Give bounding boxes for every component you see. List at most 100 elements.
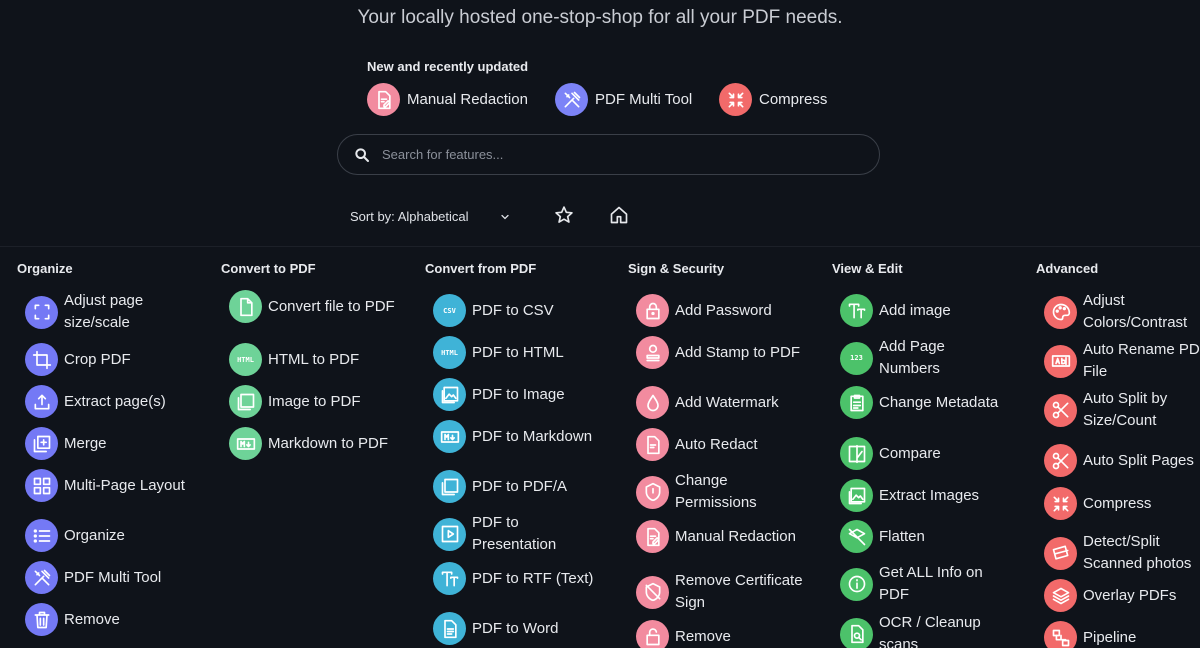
tool-label: Remove xyxy=(675,627,731,645)
tool-overlay-pdfs[interactable]: Overlay PDFs xyxy=(1044,579,1200,612)
tool-remove[interactable]: Remove xyxy=(636,620,805,648)
compress-icon xyxy=(1044,487,1077,520)
sort-dropdown[interactable]: Sort by: Alphabetical xyxy=(350,209,511,224)
category-title: Sign & Security xyxy=(628,261,725,276)
tool-adjust-colors-contrast[interactable]: Adjust Colors/Contrast xyxy=(1044,290,1200,334)
tool-auto-rename-pdf-file[interactable]: Auto Rename PDF File xyxy=(1044,339,1200,383)
tool-label: Change Permissions xyxy=(675,472,757,511)
category-column-convert-from-pdf: Convert from PDF CSV PDF to CSV HTML PDF to … xyxy=(425,261,625,645)
tool-label: PDF to Markdown xyxy=(472,427,593,445)
tool-adjust-page-size-scale[interactable]: Adjust page size/scale xyxy=(25,290,194,334)
category-column-convert-to-pdf: Convert to PDF Convert file to PDF HTML HTM… xyxy=(221,261,421,460)
html-icon: HTML xyxy=(229,343,262,376)
category-column-advanced: Advanced Adjust Colors/Contrast Auto Renam… xyxy=(1036,261,1200,648)
crop-icon xyxy=(25,343,58,376)
upload-icon xyxy=(25,385,58,418)
page-tagline: Your locally hosted one-stop-shop for al… xyxy=(357,7,843,28)
grid-icon xyxy=(25,469,58,502)
image-icon xyxy=(433,378,466,411)
new-item-label: Manual Redaction xyxy=(407,91,528,108)
layers-icon xyxy=(1044,579,1077,612)
tool-label: Organize xyxy=(64,526,125,544)
tool-crop-pdf[interactable]: Crop PDF xyxy=(25,343,194,376)
category-column-sign-security: Sign & Security Add Password Add Stamp to … xyxy=(628,261,828,648)
new-item-compress[interactable]: Compress xyxy=(719,83,827,116)
redaction-icon xyxy=(636,520,669,553)
search-input[interactable] xyxy=(382,147,842,162)
tool-convert-file-to-pdf[interactable]: Convert file to PDF xyxy=(229,290,398,323)
tools-icon xyxy=(25,561,58,594)
tool-pdf-to-pdf-a[interactable]: PDF to PDF/A xyxy=(433,470,602,503)
tool-add-watermark[interactable]: Add Watermark xyxy=(636,386,805,419)
home-icon xyxy=(610,206,628,224)
tool-pipeline[interactable]: Pipeline xyxy=(1044,621,1200,648)
tool-auto-redact[interactable]: Auto Redact xyxy=(636,428,805,461)
file-icon xyxy=(229,290,262,323)
tool-label: Add Stamp to PDF xyxy=(675,343,801,361)
tool-label: Compare xyxy=(879,444,941,462)
tool-change-permissions[interactable]: Change Permissions xyxy=(636,470,805,514)
tool-label: Remove Certificate Sign xyxy=(675,572,803,611)
tool-multi-page-layout[interactable]: Multi-Page Layout xyxy=(25,469,194,502)
metadata-icon xyxy=(840,386,873,419)
image-icon xyxy=(840,479,873,512)
palette-icon xyxy=(1044,295,1077,329)
tool-remove[interactable]: Remove xyxy=(25,603,194,636)
category-column-view-edit: View & Edit Add image 123 Add Page Numbers C… xyxy=(832,261,1032,648)
tool-pdf-to-word[interactable]: PDF to Word xyxy=(433,612,602,645)
tool-manual-redaction[interactable]: Manual Redaction xyxy=(636,520,805,553)
flatten-icon xyxy=(840,520,873,553)
favorites-star-button[interactable] xyxy=(552,203,576,227)
tool-auto-split-by-size-count[interactable]: Auto Split by Size/Count xyxy=(1044,388,1200,432)
unlock-icon xyxy=(636,620,669,648)
tool-label: PDF to HTML xyxy=(472,343,564,361)
redaction-icon xyxy=(367,83,400,116)
tool-merge[interactable]: Merge xyxy=(25,427,194,460)
tool-html-to-pdf[interactable]: HTML HTML to PDF xyxy=(229,343,398,376)
tool-add-password[interactable]: Add Password xyxy=(636,294,805,327)
tool-detect-split-scanned-photos[interactable]: Detect/Split Scanned photos xyxy=(1044,531,1200,575)
tool-get-all-info-on-pdf[interactable]: Get ALL Info on PDF xyxy=(840,562,1009,606)
tool-organize[interactable]: Organize xyxy=(25,519,194,552)
tool-pdf-to-image[interactable]: PDF to Image xyxy=(433,378,602,411)
search-bar[interactable] xyxy=(337,134,880,175)
tool-auto-split-pages[interactable]: Auto Split Pages xyxy=(1044,444,1200,477)
tool-compress[interactable]: Compress xyxy=(1044,487,1200,520)
pipeline-icon xyxy=(1044,621,1077,648)
new-item-pdf-multi-tool[interactable]: PDF Multi Tool xyxy=(555,83,692,116)
tool-add-stamp-to-pdf[interactable]: Add Stamp to PDF xyxy=(636,336,805,369)
tool-remove-certificate-sign[interactable]: Remove Certificate Sign xyxy=(636,570,805,614)
tool-markdown-to-pdf[interactable]: Markdown to PDF xyxy=(229,427,398,460)
tool-label: PDF to Presentation xyxy=(472,514,557,553)
resize-icon xyxy=(25,295,58,329)
new-item-manual-redaction[interactable]: Manual Redaction xyxy=(367,83,528,116)
tool-ocr-cleanup-scans[interactable]: OCR / Cleanup scans xyxy=(840,612,1009,648)
text-icon xyxy=(433,562,466,595)
tool-image-to-pdf[interactable]: Image to PDF xyxy=(229,385,398,418)
tool-add-page-numbers[interactable]: 123 Add Page Numbers xyxy=(840,336,1009,380)
tool-add-image[interactable]: Add image xyxy=(840,294,1009,327)
compare-icon xyxy=(840,437,873,470)
trash-icon xyxy=(25,603,58,636)
info-icon xyxy=(840,567,873,601)
home-button[interactable] xyxy=(607,203,631,227)
csv-icon: CSV xyxy=(433,294,466,327)
tool-change-metadata[interactable]: Change Metadata xyxy=(840,386,1009,419)
compress-icon xyxy=(719,83,752,116)
tool-pdf-to-html[interactable]: HTML PDF to HTML xyxy=(433,336,602,369)
tool-compare[interactable]: Compare xyxy=(840,437,1009,470)
water-drop-icon xyxy=(636,386,669,419)
section-divider xyxy=(0,246,1200,247)
tool-label: Auto Split by Size/Count xyxy=(1083,390,1168,429)
tool-pdf-to-csv[interactable]: CSV PDF to CSV xyxy=(433,294,602,327)
tool-pdf-to-rtf-text[interactable]: PDF to RTF (Text) xyxy=(433,562,602,595)
tool-pdf-to-markdown[interactable]: PDF to Markdown xyxy=(433,420,602,453)
tool-extract-page-s[interactable]: Extract page(s) xyxy=(25,385,194,418)
scissors-icon xyxy=(1044,444,1077,477)
tool-pdf-multi-tool[interactable]: PDF Multi Tool xyxy=(25,561,194,594)
tool-flatten[interactable]: Flatten xyxy=(840,520,1009,553)
category-title: Convert to PDF xyxy=(221,261,316,276)
tool-extract-images[interactable]: Extract Images xyxy=(840,479,1009,512)
tool-pdf-to-presentation[interactable]: PDF to Presentation xyxy=(433,512,602,556)
tool-label: Merge xyxy=(64,434,107,452)
